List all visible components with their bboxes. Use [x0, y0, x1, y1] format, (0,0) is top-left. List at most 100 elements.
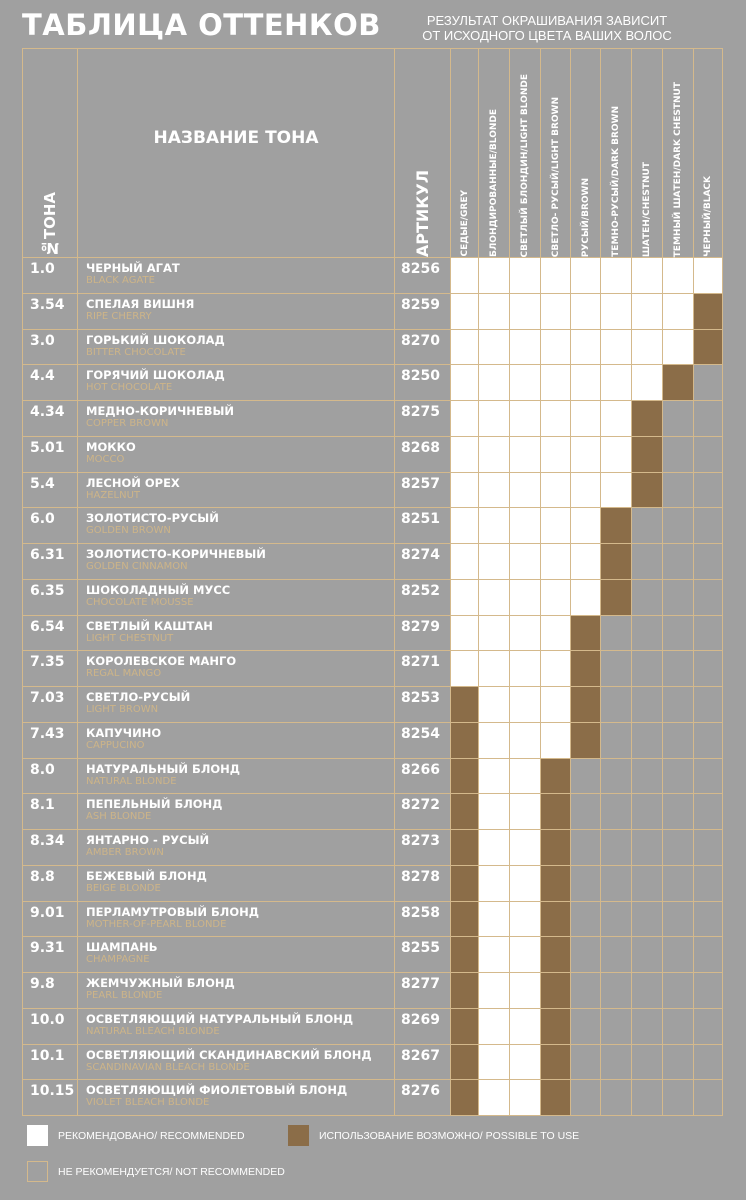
tone-number: 10.15 — [22, 1079, 78, 1116]
not-recommended-cell — [662, 793, 694, 830]
recommended-cell — [509, 686, 541, 723]
table-row: 9.31 ШАМПАНЬ CHAMPAGNE 8255 — [22, 936, 723, 973]
recommended-cell — [509, 614, 541, 652]
recommended-cell — [600, 292, 632, 330]
tone-name: ПЕРЛАМУТРОВЫЙ БЛОНД MOTHER-OF-PEARL BLOND… — [77, 900, 395, 938]
article-number: 8278 — [394, 864, 451, 902]
article-number: 8279 — [394, 614, 451, 652]
tone-name-en: COPPER BROWN — [86, 418, 169, 429]
not-recommended-cell — [631, 1043, 663, 1081]
recommended-cell — [478, 650, 510, 687]
possible-cell — [540, 864, 571, 902]
not-recommended-cell — [600, 721, 632, 759]
header-hair-color: ТЕМНО-РУСЫЙ/DARK BROWN — [600, 48, 632, 258]
header-hair-color: РУСЫЙ/BROWN — [570, 48, 601, 258]
not-recommended-cell — [600, 650, 632, 687]
recommended-cell — [570, 578, 601, 616]
possible-cell — [450, 936, 479, 973]
recommended-cell — [450, 471, 479, 509]
recommended-cell — [570, 543, 601, 580]
not-recommended-cell — [600, 686, 632, 723]
possible-cell — [450, 900, 479, 938]
recommended-cell — [478, 364, 510, 401]
recommended-cell — [509, 721, 541, 759]
not-recommended-cell — [662, 435, 694, 473]
possible-cell — [570, 721, 601, 759]
tone-number: 7.43 — [22, 721, 78, 759]
not-recommended-cell — [631, 900, 663, 938]
tone-name-en: AMBER BROWN — [86, 847, 164, 858]
recommended-cell — [478, 543, 510, 580]
tone-name-en: GOLDEN CINNAMON — [86, 561, 188, 572]
recommended-cell — [540, 614, 571, 652]
table-row: 6.54 СВЕТЛЫЙ КАШТАН LIGHT CHESTNUT 8279 — [22, 614, 723, 652]
tone-name: ЧЕРНЫЙ АГАТ BLACK AGATE — [77, 257, 395, 294]
possible-cell — [570, 650, 601, 687]
tone-name: ГОРЯЧИЙ ШОКОЛАД HOT CHOCOLATE — [77, 364, 395, 401]
not-recommended-cell — [693, 900, 723, 938]
not-recommended-cell — [600, 1007, 632, 1045]
tone-name-ru: ЗОЛОТИСТО-РУСЫЙ — [86, 511, 219, 526]
not-recommended-cell — [600, 757, 632, 795]
tone-name: ШАМПАНЬ CHAMPAGNE — [77, 936, 395, 973]
not-recommended-cell — [631, 614, 663, 652]
tone-name: ОСВЕТЛЯЮЩИЙ ФИОЛЕТОВЫЙ БЛОНД VIOLET BLEAC… — [77, 1079, 395, 1116]
recommended-cell — [570, 435, 601, 473]
possible-cell — [540, 1079, 571, 1116]
tone-name: СВЕТЛЫЙ КАШТАН LIGHT CHESTNUT — [77, 614, 395, 652]
recommended-cell — [478, 578, 510, 616]
recommended-cell — [509, 650, 541, 687]
tone-name-ru: КОРОЛЕВСКОЕ МАНГО — [86, 654, 237, 669]
header-article-label: АРТИКУЛ — [413, 169, 432, 257]
tone-name-en: SCANDINAVIAN BLEACH BLONDE — [86, 1061, 250, 1073]
not-recommended-cell — [662, 757, 694, 795]
legend-swatch-outline — [27, 1161, 48, 1182]
recommended-cell — [478, 292, 510, 330]
tone-name-en: NATURAL BLONDE — [86, 775, 177, 787]
tone-name-ru: ШОКОЛАДНЫЙ МУСС — [86, 582, 231, 597]
tone-name-en: LIGHT BROWN — [86, 704, 159, 715]
recommended-cell — [662, 292, 694, 330]
possible-cell — [631, 400, 663, 437]
not-recommended-cell — [662, 1007, 694, 1045]
not-recommended-cell — [693, 864, 723, 902]
not-recommended-cell — [600, 614, 632, 652]
not-recommended-cell — [600, 900, 632, 938]
tone-name: ЗОЛОТИСТО-КОРИЧНЕВЫЙ GOLDEN CINNAMON — [77, 543, 395, 580]
not-recommended-cell — [600, 793, 632, 830]
page-title: ТАБЛИЦА ОТТЕНКОВ — [22, 8, 381, 42]
not-recommended-cell — [662, 543, 694, 580]
recommended-cell — [540, 435, 571, 473]
not-recommended-cell — [631, 507, 663, 544]
possible-cell — [450, 864, 479, 902]
recommended-cell — [570, 328, 601, 366]
article-number: 8253 — [394, 686, 451, 723]
legend-possible: ИСПОЛЬЗОВАНИЕ ВОЗМОЖНО/ POSSIBLE TO USE — [288, 1125, 579, 1146]
legend-label: РЕКОМЕНДОВАНО/ RECOMMENDED — [58, 1129, 245, 1142]
table-row: 7.43 КАПУЧИНО CAPPUCINO 8254 — [22, 721, 723, 759]
recommended-cell — [509, 900, 541, 938]
header-tone-no-label: №ТОНА — [41, 191, 59, 257]
possible-cell — [600, 507, 632, 544]
recommended-cell — [600, 257, 632, 294]
possible-cell — [570, 686, 601, 723]
article-number: 8274 — [394, 543, 451, 580]
tone-name-ru: МЕДНО-КОРИЧНЕВЫЙ — [86, 404, 235, 418]
not-recommended-cell — [570, 793, 601, 830]
tone-number: 6.0 — [22, 507, 78, 544]
not-recommended-cell — [662, 614, 694, 652]
tone-name-en: CHAMPAGNE — [86, 954, 150, 966]
subtitle-line-2: ОТ ИСХОДНОГО ЦВЕТА ВАШИХ ВОЛОС — [422, 28, 672, 43]
tone-name: ОСВЕТЛЯЮЩИЙ СКАНДИНАВСКИЙ БЛОНД SCANDINAV… — [77, 1043, 395, 1081]
article-number: 8272 — [394, 793, 451, 830]
possible-cell — [631, 471, 663, 509]
not-recommended-cell — [631, 757, 663, 795]
table-row: 3.0 ГОРЬКИЙ ШОКОЛАД BITTER CHOCOLATE 8270 — [22, 328, 723, 366]
hair-color-label: СВЕТЛЫЙ БЛОНДИН/LIGHT BLONDE — [520, 73, 530, 257]
hair-color-label: ШАТЕН/CHESTNUT — [642, 161, 652, 257]
article-number: 8259 — [394, 292, 451, 330]
not-recommended-cell — [662, 507, 694, 544]
tone-name: СПЕЛАЯ ВИШНЯ RIPE CHERRY — [77, 292, 395, 330]
tone-name-en: BLACK AGATE — [86, 275, 155, 286]
table-row: 10.0 ОСВЕТЛЯЮЩИЙ НАТУРАЛЬНЫЙ БЛОНД NATURA… — [22, 1007, 723, 1045]
